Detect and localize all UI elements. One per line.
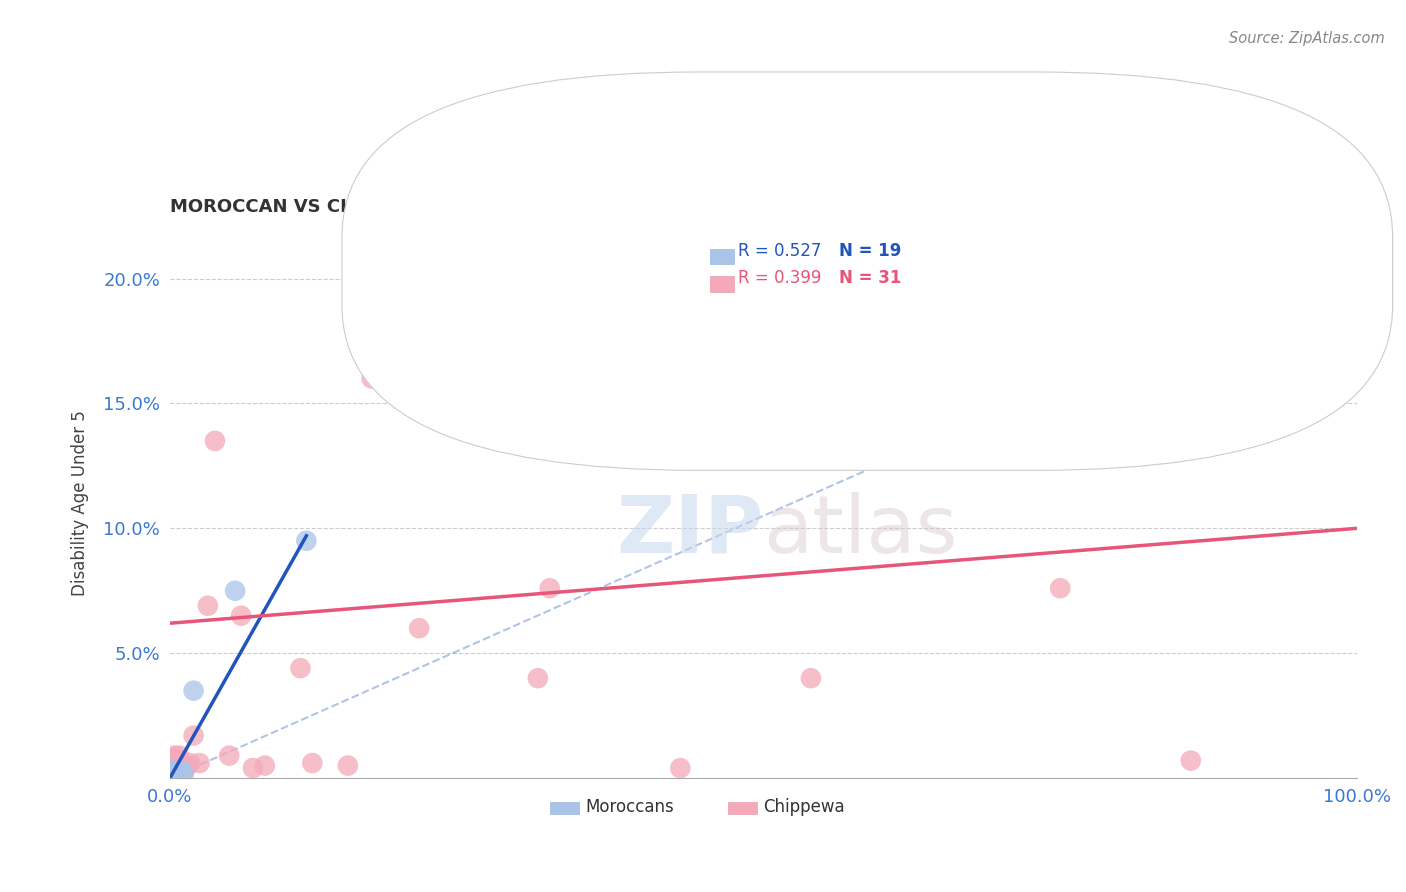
Point	[169, 748, 191, 763]
Point	[165, 766, 187, 780]
Point	[408, 621, 430, 635]
Point	[173, 766, 195, 780]
Point	[360, 371, 382, 385]
Point	[162, 764, 184, 778]
Point	[204, 434, 226, 448]
Point	[169, 766, 191, 780]
Point	[218, 748, 240, 763]
Point	[224, 583, 246, 598]
Point	[166, 768, 188, 782]
Point	[253, 758, 276, 772]
Point	[197, 599, 219, 613]
Text: N = 19: N = 19	[839, 242, 901, 260]
Text: R = 0.399: R = 0.399	[738, 269, 823, 287]
Point	[1049, 581, 1071, 595]
Point	[166, 754, 188, 768]
Point	[179, 756, 201, 770]
Point	[169, 756, 191, 770]
Point	[167, 766, 190, 780]
Point	[242, 761, 264, 775]
Point	[188, 756, 211, 770]
Point	[162, 768, 184, 782]
Point	[800, 671, 823, 685]
Point	[163, 766, 186, 780]
Point	[183, 683, 205, 698]
Text: Chippewa: Chippewa	[763, 798, 845, 816]
Point	[170, 761, 193, 775]
Point	[162, 751, 184, 765]
Text: N = 31: N = 31	[839, 269, 901, 287]
Point	[160, 764, 183, 778]
Text: Source: ZipAtlas.com: Source: ZipAtlas.com	[1229, 31, 1385, 46]
Point	[160, 766, 183, 780]
Point	[173, 764, 195, 778]
Point	[538, 581, 561, 595]
Y-axis label: Disability Age Under 5: Disability Age Under 5	[72, 410, 89, 596]
Point	[301, 756, 323, 770]
Point	[160, 768, 183, 782]
Bar	[728, 802, 758, 814]
Point	[162, 766, 184, 780]
Point	[170, 764, 193, 778]
Point	[527, 671, 550, 685]
Bar	[710, 277, 734, 292]
Bar	[550, 802, 579, 814]
Point	[176, 758, 198, 772]
Point	[336, 758, 359, 772]
Point	[290, 661, 312, 675]
Point	[229, 608, 252, 623]
Point	[1180, 754, 1202, 768]
Point	[295, 533, 318, 548]
Point	[160, 756, 183, 770]
Point	[183, 729, 205, 743]
Point	[160, 768, 183, 782]
Point	[163, 748, 186, 763]
FancyBboxPatch shape	[342, 72, 1392, 470]
Point	[160, 766, 183, 780]
Text: atlas: atlas	[763, 491, 957, 570]
Point	[165, 761, 187, 775]
Text: R = 0.527: R = 0.527	[738, 242, 823, 260]
Text: MOROCCAN VS CHIPPEWA DISABILITY AGE UNDER 5 CORRELATION CHART: MOROCCAN VS CHIPPEWA DISABILITY AGE UNDE…	[170, 198, 915, 216]
Point	[669, 761, 692, 775]
Point	[163, 768, 186, 782]
Point	[167, 758, 190, 772]
Text: Moroccans: Moroccans	[585, 798, 673, 816]
Text: ZIP: ZIP	[616, 491, 763, 570]
Bar	[710, 249, 734, 264]
